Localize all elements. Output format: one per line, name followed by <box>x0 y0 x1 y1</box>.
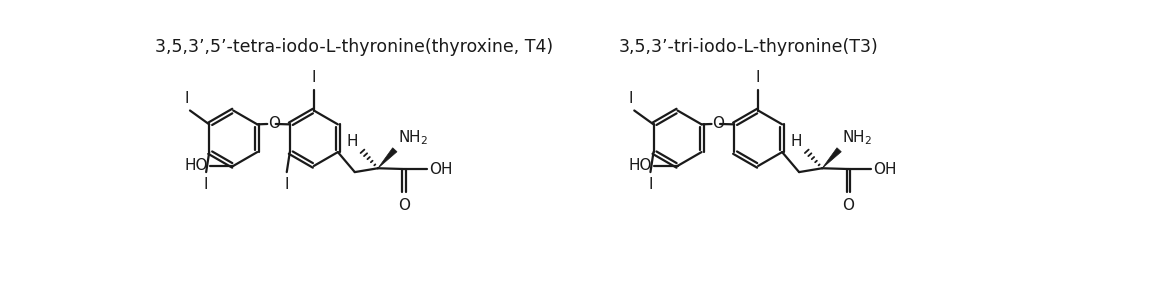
Text: H: H <box>346 134 358 149</box>
Text: OH: OH <box>429 161 452 177</box>
Text: I: I <box>629 91 634 106</box>
Text: I: I <box>756 70 761 85</box>
Text: 3,5,3’-tri-iodo-L-thyronine(T3): 3,5,3’-tri-iodo-L-thyronine(T3) <box>619 38 878 56</box>
Text: I: I <box>184 91 189 106</box>
Text: I: I <box>311 70 316 85</box>
Text: HO: HO <box>629 159 652 173</box>
Text: O: O <box>268 117 280 131</box>
Polygon shape <box>822 148 841 168</box>
Text: H: H <box>791 134 803 149</box>
Text: NH$_2$: NH$_2$ <box>398 129 428 147</box>
Text: HO: HO <box>184 159 207 173</box>
Text: I: I <box>648 178 652 192</box>
Text: 3,5,3’,5’-tetra-iodo-L-thyronine(thyroxine, T4): 3,5,3’,5’-tetra-iodo-L-thyronine(thyroxi… <box>155 38 553 56</box>
Text: NH$_2$: NH$_2$ <box>842 129 873 147</box>
Text: OH: OH <box>873 161 897 177</box>
Text: O: O <box>712 117 725 131</box>
Text: I: I <box>284 178 289 192</box>
Text: I: I <box>204 178 209 192</box>
Text: O: O <box>842 197 854 213</box>
Text: O: O <box>398 197 410 213</box>
Polygon shape <box>377 148 397 168</box>
